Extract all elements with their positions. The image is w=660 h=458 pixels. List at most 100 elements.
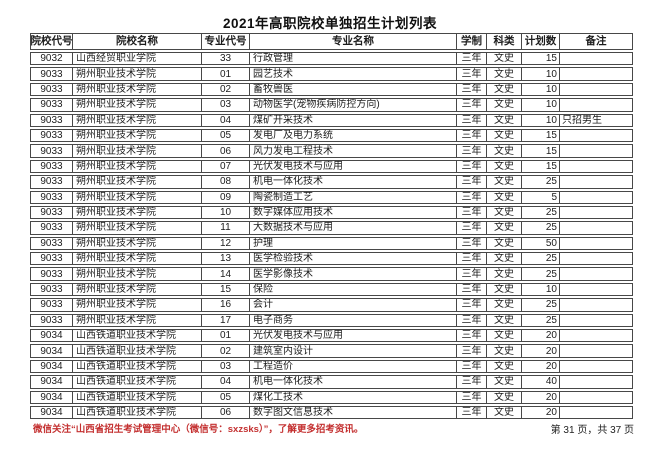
table-row: 9033 朔州职业技术学院 02 畜牧兽医 三年 文史 10 — [30, 82, 633, 97]
cell-college-name: 朔州职业技术学院 — [72, 160, 201, 173]
cell-duration: 三年 — [456, 237, 486, 250]
cell-college-code: 9033 — [40, 268, 63, 280]
cell-college-code: 9034 — [40, 345, 63, 357]
cell-major-name: 畜牧兽医 — [249, 83, 456, 96]
cell-duration: 三年 — [456, 83, 486, 96]
cell-college-code: 9034 — [40, 376, 63, 388]
cell-category: 文史 — [486, 145, 521, 157]
cell-plan-count: 10 — [521, 283, 559, 296]
cell-college-code: 9032 — [40, 53, 63, 65]
cell-plan-count: 10 — [521, 83, 559, 96]
table-row: 9034 山西铁道职业技术学院 06 数字图文信息技术 三年 文史 20 — [30, 405, 633, 420]
cell-duration: 三年 — [456, 376, 486, 388]
cell-major-code: 16 — [201, 299, 249, 311]
cell-major-code: 01 — [201, 68, 249, 80]
table-row: 9033 朔州职业技术学院 05 发电厂及电力系统 三年 文史 15 — [30, 128, 633, 143]
cell-major-name: 园艺技术 — [249, 68, 456, 80]
cell-major-code: 10 — [201, 206, 249, 219]
table-row: 9033 朔州职业技术学院 01 园艺技术 三年 文史 10 — [30, 67, 633, 81]
cell-college-code: 9033 — [40, 83, 63, 95]
table-row: 9033 朔州职业技术学院 06 风力发电工程技术 三年 文史 15 — [30, 144, 633, 158]
cell-major-name: 行政管理 — [249, 53, 456, 65]
cell-major-code: 06 — [201, 406, 249, 419]
cell-major-name: 建筑室内设计 — [249, 345, 456, 357]
cell-duration: 三年 — [456, 330, 486, 342]
table-row: 9033 朔州职业技术学院 11 大数据技术与应用 三年 文史 25 — [30, 221, 633, 235]
cell-college-code: 9033 — [40, 130, 63, 142]
cell-major-name: 光伏发电技术与应用 — [249, 160, 456, 173]
cell-college-code: 9033 — [40, 284, 63, 296]
cell-remarks — [559, 330, 632, 342]
table-row: 9033 朔州职业技术学院 04 煤矿开采技术 三年 文史 10 只招男生 — [30, 113, 633, 127]
cell-duration: 三年 — [456, 406, 486, 419]
cell-major-code: 33 — [201, 53, 249, 65]
cell-plan-count: 20 — [521, 406, 559, 419]
cell-major-code: 03 — [201, 99, 249, 111]
cell-remarks — [559, 360, 632, 373]
cell-college-code: 9033 — [40, 114, 63, 126]
table-row: 9033 朔州职业技术学院 07 光伏发电技术与应用 三年 文史 15 — [30, 159, 633, 174]
cell-category: 文史 — [486, 53, 521, 65]
cell-remarks — [559, 176, 632, 188]
cell-college-name: 朔州职业技术学院 — [72, 222, 201, 234]
cell-plan-count: 25 — [521, 299, 559, 311]
table-row: 9033 朔州职业技术学院 17 电子商务 三年 文史 25 — [30, 313, 633, 328]
page-number-info: 第 31 页，共 37 页 — [550, 425, 634, 436]
cell-plan-count: 25 — [521, 206, 559, 219]
cell-major-code: 05 — [201, 391, 249, 403]
page-title: 2021年高职院校单独招生计划列表 — [222, 16, 438, 31]
cell-college-name: 朔州职业技术学院 — [72, 68, 201, 80]
cell-college-name: 朔州职业技术学院 — [72, 268, 201, 280]
cell-plan-count: 20 — [521, 360, 559, 373]
cell-remarks — [559, 345, 632, 357]
cell-remarks — [559, 391, 632, 403]
table-row: 9033 朔州职业技术学院 14 医学影像技术 三年 文史 25 — [30, 267, 633, 281]
cell-major-name: 机电一体化技术 — [249, 176, 456, 188]
cell-plan-count: 10 — [521, 99, 559, 111]
cell-college-name: 山西铁道职业技术学院 — [72, 330, 201, 342]
cell-category: 文史 — [486, 283, 521, 296]
cell-remarks — [559, 99, 632, 111]
cell-college-name: 朔州职业技术学院 — [72, 283, 201, 296]
cell-plan-count: 20 — [521, 391, 559, 403]
table-row: 9034 山西铁道职业技术学院 05 煤化工技术 三年 文史 20 — [30, 390, 633, 404]
cell-duration: 三年 — [456, 299, 486, 311]
cell-college-name: 朔州职业技术学院 — [72, 99, 201, 111]
cell-major-code: 08 — [201, 176, 249, 188]
cell-remarks: 只招男生 — [559, 114, 632, 126]
cell-major-name: 工程造价 — [249, 360, 456, 373]
table-row: 9034 山西铁道职业技术学院 04 机电一体化技术 三年 文史 40 — [30, 375, 633, 389]
cell-remarks — [559, 53, 632, 65]
table-row: 9033 朔州职业技术学院 03 动物医学(宠物疾病防控方向) 三年 文史 10 — [30, 98, 633, 112]
cell-college-code: 9033 — [40, 99, 63, 111]
cell-duration: 三年 — [456, 206, 486, 219]
cell-major-code: 14 — [201, 268, 249, 280]
cell-college-code: 9033 — [40, 160, 63, 172]
table-row: 9033 朔州职业技术学院 13 医学检验技术 三年 文史 25 — [30, 252, 633, 266]
header-duration: 学制 — [456, 34, 486, 49]
cell-remarks — [559, 376, 632, 388]
table-row: 9033 朔州职业技术学院 08 机电一体化技术 三年 文史 25 — [30, 175, 633, 189]
cell-remarks — [559, 283, 632, 296]
cell-major-name: 医学检验技术 — [249, 253, 456, 265]
cell-college-name: 山西铁道职业技术学院 — [72, 376, 201, 388]
cell-major-code: 15 — [201, 283, 249, 296]
cell-major-code: 02 — [201, 345, 249, 357]
cell-plan-count: 20 — [521, 330, 559, 342]
cell-plan-count: 15 — [521, 53, 559, 65]
cell-college-name: 朔州职业技术学院 — [72, 145, 201, 157]
table-row: 9032 山西经贸职业学院 33 行政管理 三年 文史 15 — [30, 52, 633, 66]
enrollment-plan-table: 院校代号 院校名称 专业代号 专业名称 学制 科类 计划数 备注 9032 山西… — [30, 33, 633, 421]
cell-college-code: 9034 — [40, 391, 63, 403]
cell-college-name: 朔州职业技术学院 — [72, 253, 201, 265]
cell-major-code: 01 — [201, 330, 249, 342]
cell-remarks — [559, 83, 632, 96]
cell-category: 文史 — [486, 83, 521, 96]
cell-college-name: 朔州职业技术学院 — [72, 129, 201, 142]
cell-major-name: 会计 — [249, 299, 456, 311]
cell-duration: 三年 — [456, 268, 486, 280]
cell-duration: 三年 — [456, 99, 486, 111]
cell-category: 文史 — [486, 160, 521, 173]
cell-category: 文史 — [486, 191, 521, 203]
